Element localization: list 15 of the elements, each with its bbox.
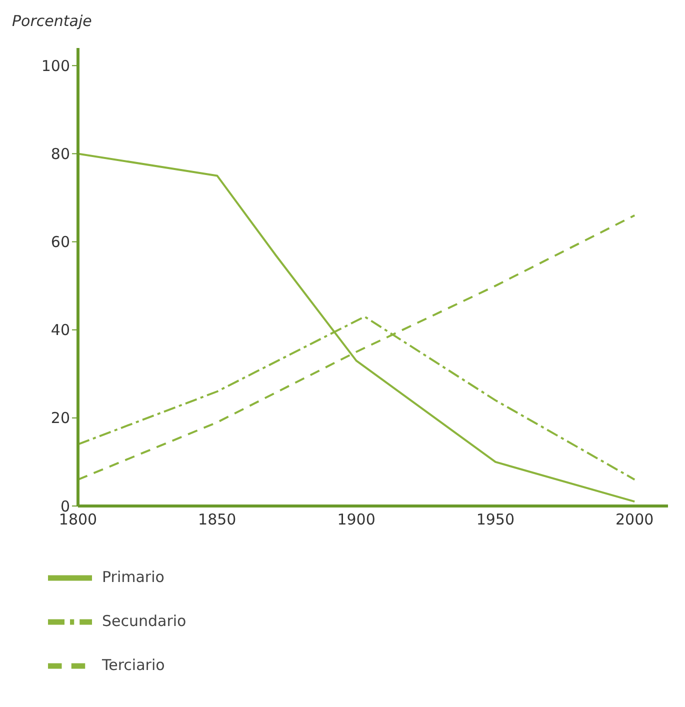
x-tick-label: 1850	[198, 510, 236, 529]
legend-label: Secundario	[102, 612, 186, 630]
x-tick-label: 2000	[616, 510, 654, 529]
y-tick-label: 40	[50, 321, 70, 340]
x-tick-label: 1950	[476, 510, 515, 529]
y-tick-label: 80	[50, 145, 70, 164]
x-tick-label: 1800	[58, 510, 98, 529]
y-tick-label: 60	[50, 233, 70, 252]
legend-label: Terciario	[102, 656, 165, 674]
legend-label: Primario	[102, 568, 164, 586]
line-series	[78, 152, 636, 503]
y-tick-label: 20	[50, 409, 70, 428]
y-tick-label: 100	[41, 56, 70, 75]
y-axis-title: Porcentaje	[12, 12, 92, 30]
x-tick-label: 1900	[337, 510, 376, 529]
